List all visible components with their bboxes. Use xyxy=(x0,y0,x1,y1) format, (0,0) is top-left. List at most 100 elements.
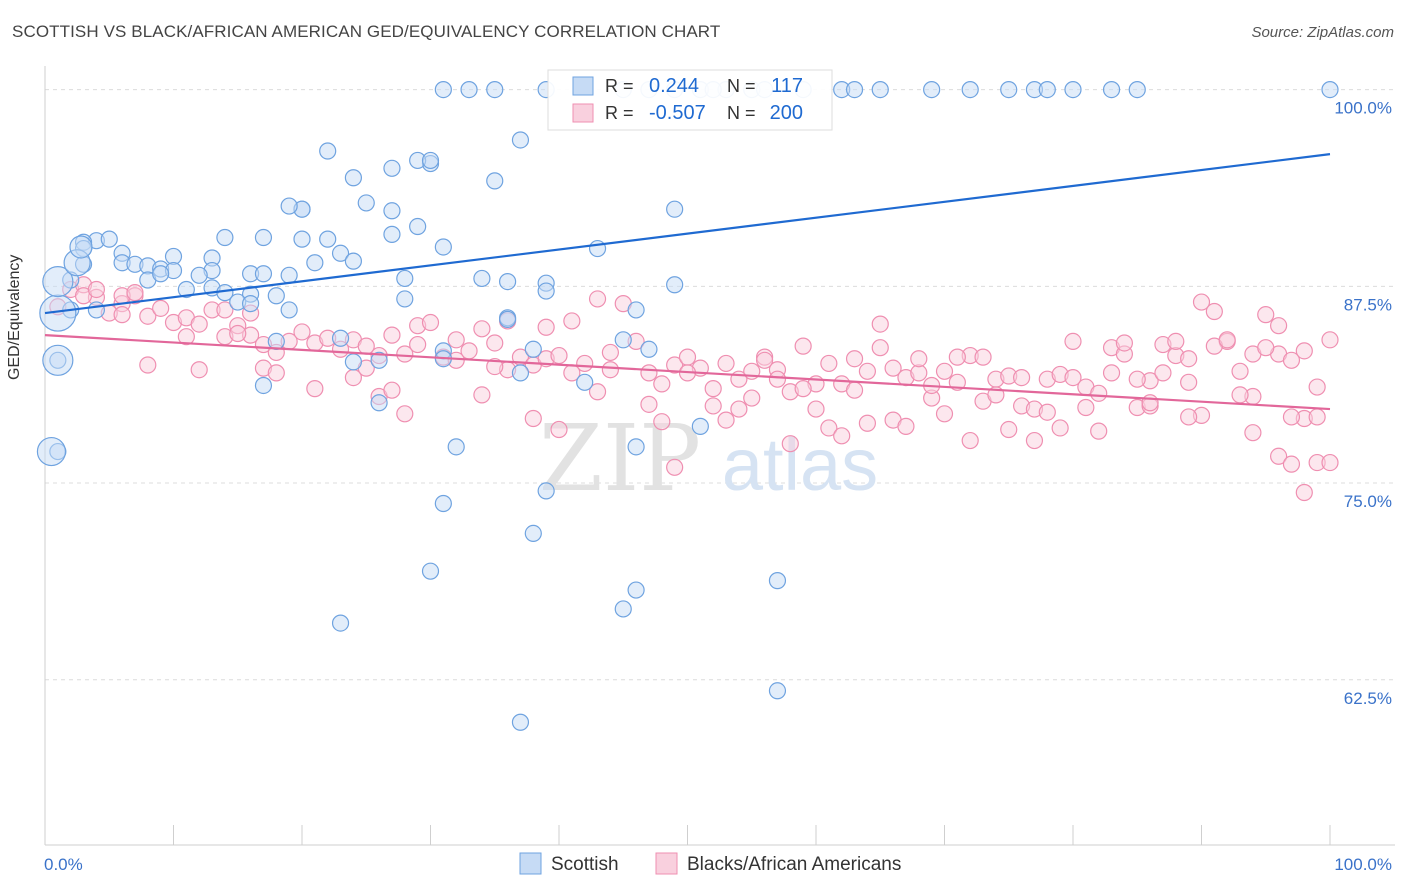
data-point xyxy=(1038,81,1056,99)
data-point xyxy=(845,381,864,399)
data-point xyxy=(614,331,632,349)
legend-n-value: 117 xyxy=(771,75,803,97)
data-point xyxy=(1282,408,1301,426)
data-point xyxy=(190,361,208,379)
data-point xyxy=(1269,447,1288,465)
data-point xyxy=(588,383,607,401)
data-point xyxy=(190,266,208,284)
data-point xyxy=(1231,362,1249,380)
data-point xyxy=(113,306,131,324)
legend-r-label: R = xyxy=(605,76,634,96)
data-point xyxy=(768,572,787,590)
data-point xyxy=(331,614,350,632)
data-point xyxy=(1012,369,1031,387)
data-point xyxy=(794,380,812,398)
data-point xyxy=(434,238,452,256)
data-point xyxy=(1115,334,1134,352)
data-point xyxy=(666,200,684,218)
data-point xyxy=(383,381,401,399)
data-point xyxy=(563,312,581,330)
data-point xyxy=(1321,81,1339,99)
data-point xyxy=(177,280,195,299)
data-point xyxy=(1218,331,1236,349)
data-point xyxy=(871,315,889,333)
legend-r-value: -0.507 xyxy=(649,102,706,124)
data-point xyxy=(1282,455,1301,473)
data-point xyxy=(126,284,144,302)
data-point xyxy=(511,131,530,149)
data-point xyxy=(897,417,915,435)
data-point xyxy=(1064,332,1082,351)
data-point xyxy=(280,197,298,215)
data-point xyxy=(177,328,195,346)
data-point xyxy=(447,331,465,349)
data-point xyxy=(434,81,452,99)
legend-n-value: 200 xyxy=(770,102,803,124)
data-point xyxy=(910,350,928,368)
data-point xyxy=(370,394,388,412)
data-point xyxy=(190,315,208,333)
series-blacks-african-americans xyxy=(49,276,1339,502)
data-point xyxy=(344,353,362,371)
data-point xyxy=(1282,351,1301,369)
legend-n-label: N = xyxy=(727,76,756,96)
data-point xyxy=(640,395,658,413)
data-point xyxy=(1141,394,1159,412)
data-point xyxy=(1321,331,1339,349)
data-point xyxy=(267,364,285,382)
data-point xyxy=(845,350,864,368)
data-point xyxy=(550,346,568,365)
data-point xyxy=(1000,81,1018,99)
data-point xyxy=(678,348,697,366)
data-point xyxy=(1321,453,1339,472)
data-point xyxy=(1077,398,1095,417)
y-tick-label: 100.0% xyxy=(1334,99,1392,118)
data-point xyxy=(781,435,799,453)
data-point xyxy=(1180,350,1198,368)
data-point xyxy=(344,252,362,270)
y-tick-labels: 100.0% 87.5% 75.0% 62.5% xyxy=(1334,99,1392,708)
legend-swatch xyxy=(572,103,594,123)
data-point xyxy=(704,397,722,415)
data-point xyxy=(576,373,594,391)
data-point xyxy=(486,357,504,376)
data-point xyxy=(1000,420,1018,439)
data-point-large xyxy=(42,344,74,376)
data-point xyxy=(1180,373,1198,391)
data-point xyxy=(858,362,877,380)
data-point xyxy=(807,400,825,418)
data-point xyxy=(1038,403,1056,421)
data-point xyxy=(1128,81,1146,99)
data-point xyxy=(1064,81,1082,99)
data-point xyxy=(383,326,401,344)
data-point xyxy=(357,194,375,212)
data-point xyxy=(1192,293,1211,311)
data-point xyxy=(1128,370,1146,388)
data-point xyxy=(768,370,787,388)
legend-swatch xyxy=(519,852,542,875)
data-point xyxy=(653,413,671,431)
data-point xyxy=(331,329,350,347)
x-tick-label: 100.0% xyxy=(1334,855,1392,874)
data-point xyxy=(961,81,979,99)
data-point xyxy=(1090,384,1108,402)
trendlines xyxy=(44,153,1331,411)
data-point xyxy=(473,386,491,404)
data-point xyxy=(1051,419,1069,437)
data-point xyxy=(152,265,170,283)
data-point xyxy=(833,427,851,445)
data-point xyxy=(319,230,337,248)
legend-r-value: 0.244 xyxy=(649,75,699,97)
data-point xyxy=(923,81,941,99)
data-point xyxy=(601,361,620,379)
legend-entry: Scottish xyxy=(551,854,619,875)
data-point xyxy=(1102,81,1121,99)
data-point xyxy=(1205,302,1223,321)
data-point xyxy=(1308,378,1326,396)
data-point xyxy=(1269,317,1288,335)
data-point xyxy=(524,524,542,543)
data-point xyxy=(280,301,298,319)
legend-n-label: N = xyxy=(727,103,756,123)
data-point xyxy=(1090,422,1108,440)
